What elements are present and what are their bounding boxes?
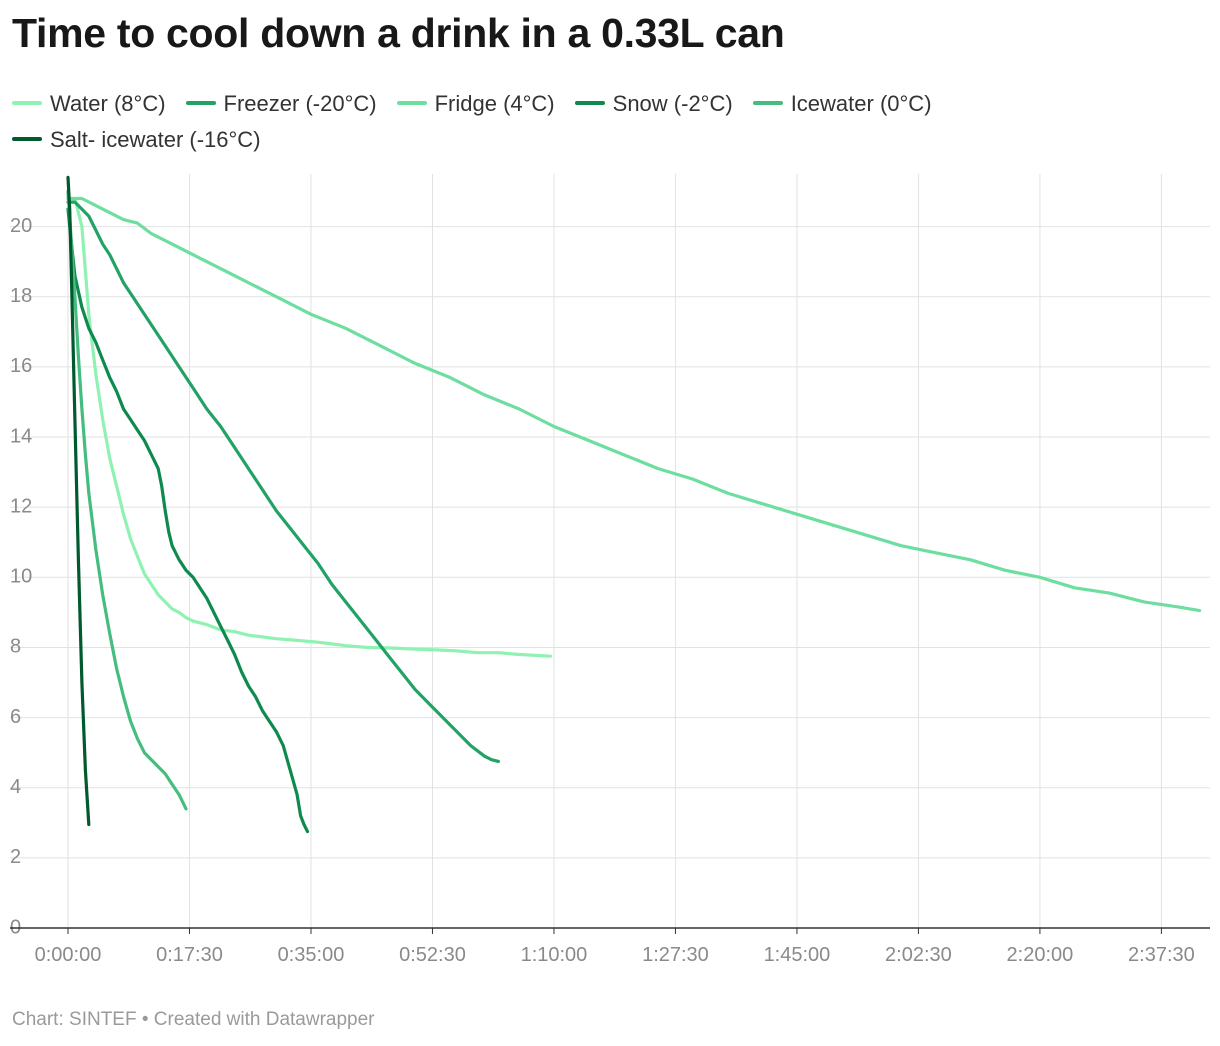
x-axis: 0:00:00 0:17:30 0:35:00 0:52:30 1:10:00 1:27:…	[10, 927, 1210, 966]
series-line	[66, 175, 91, 827]
legend-label: Water (8°C)	[50, 91, 166, 116]
x-tick-label: 0:52:30	[399, 944, 466, 966]
x-tick-label: 0:17:30	[156, 944, 223, 966]
chart-title: Time to cool down a drink in a 0.33L can	[12, 10, 785, 56]
series-line	[66, 196, 553, 658]
y-tick-label: 2	[10, 846, 21, 868]
y-tick-label: 20	[10, 215, 32, 237]
legend-label: Snow (-2°C)	[612, 91, 733, 116]
series-line	[66, 189, 188, 811]
y-tick-label: 18	[10, 285, 32, 307]
x-tick-label: 0:00:00	[35, 944, 102, 966]
y-tick-label: 4	[10, 776, 21, 798]
y-tick-label: 8	[10, 636, 21, 658]
legend-swatch	[12, 101, 42, 106]
chart-footer: Chart: SINTEF • Created with Datawrapper	[12, 1009, 375, 1030]
x-tick-label: 1:45:00	[764, 944, 831, 966]
series-line	[66, 207, 310, 834]
legend-item: Icewater (0°C)	[752, 86, 932, 122]
y-tick-label: 12	[10, 495, 32, 517]
y-tick-label: 6	[10, 706, 21, 728]
x-tick-label: 1:27:30	[642, 944, 709, 966]
series-line	[66, 200, 500, 763]
x-tick-label: 1:10:00	[521, 944, 588, 966]
legend-label: Salt- icewater (-16°C)	[50, 127, 261, 152]
legend-item: Salt- icewater (-16°C)	[12, 122, 261, 158]
grid-lines	[10, 174, 1210, 928]
legend-label: Fridge (4°C)	[434, 91, 555, 116]
legend-label: Icewater (0°C)	[790, 91, 932, 116]
x-tick-label: 2:37:30	[1128, 944, 1195, 966]
legend-swatch	[752, 101, 783, 106]
y-tick-label: 10	[10, 566, 32, 588]
legend-item: Water (8°C)	[12, 86, 166, 122]
x-tick-label: 0:35:00	[278, 944, 345, 966]
y-axis: 02468101214161820	[10, 215, 32, 938]
series-lines	[66, 175, 1202, 834]
x-tick-label: 2:02:30	[885, 944, 952, 966]
legend-item: Fridge (4°C)	[396, 86, 555, 122]
legend-swatch	[574, 101, 605, 106]
series-line	[66, 196, 1202, 613]
x-tick-label: 2:20:00	[1007, 944, 1074, 966]
y-tick-label: 16	[10, 355, 32, 377]
chart-legend: Water (8°C) Freezer (-20°C) Fridge (4°C) Sn…	[12, 86, 1212, 158]
legend-swatch	[12, 137, 42, 142]
legend-item: Snow (-2°C)	[574, 86, 733, 122]
legend-label: Freezer (-20°C)	[223, 91, 377, 116]
legend-swatch	[185, 101, 216, 106]
y-tick-label: 14	[10, 425, 32, 447]
legend-item: Freezer (-20°C)	[185, 86, 377, 122]
legend-swatch	[396, 101, 427, 106]
